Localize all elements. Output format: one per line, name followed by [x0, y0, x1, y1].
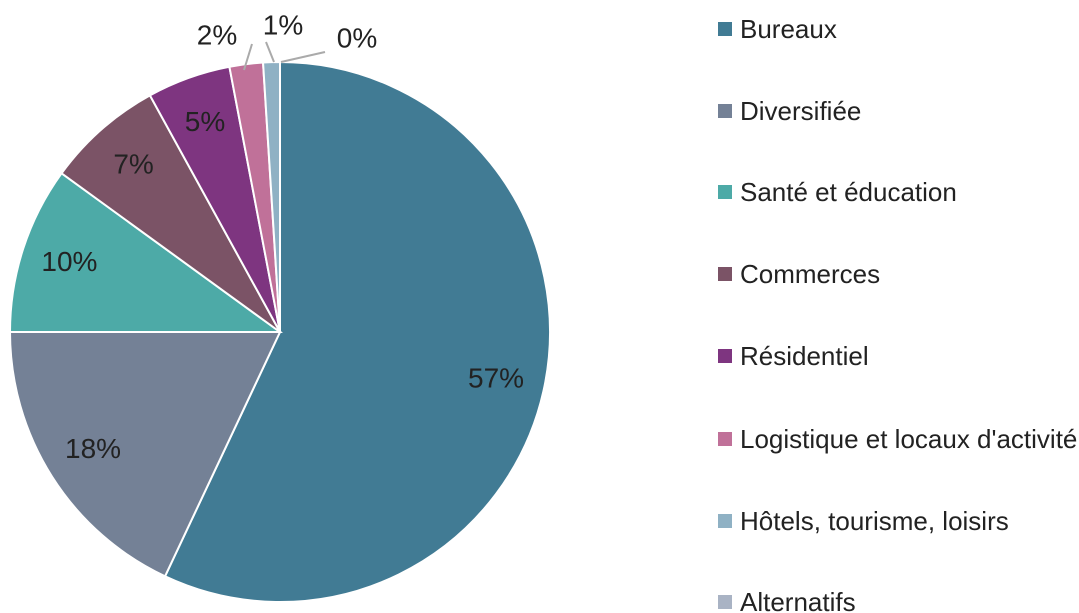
- legend-item: Hôtels, tourisme, loisirs: [718, 505, 1079, 538]
- legend-item: Logistique et locaux d'activité: [718, 423, 1079, 456]
- legend-item: Diversifiée: [718, 95, 1079, 128]
- data-label: 57%: [468, 363, 524, 394]
- legend-label: Commerces: [740, 259, 881, 289]
- legend-swatch: [718, 595, 732, 609]
- data-label: 0%: [337, 22, 377, 53]
- data-label: 10%: [41, 246, 97, 277]
- pie-slice: [60, 94, 281, 333]
- legend-swatch: [718, 432, 732, 446]
- legend-label: Santé et éducation: [740, 177, 957, 207]
- leader-line: [280, 51, 326, 63]
- legend-swatch: [718, 22, 732, 36]
- pie-slice: [8, 331, 282, 578]
- legend-item: Bureaux: [718, 13, 1079, 46]
- leader-line: [243, 43, 253, 71]
- data-label: 7%: [113, 148, 153, 179]
- legend-swatch: [718, 349, 732, 363]
- legend-swatch: [718, 514, 732, 528]
- legend-label: Diversifiée: [740, 96, 862, 126]
- pie-slice: [8, 171, 284, 333]
- legend-item: Santé et éducation: [718, 176, 1079, 209]
- data-label: 18%: [65, 433, 121, 464]
- data-label: 5%: [185, 106, 225, 137]
- leader-line: [265, 41, 275, 63]
- legend-swatch: [718, 104, 732, 118]
- data-label: 2%: [197, 19, 237, 50]
- legend-item: Commerces: [718, 258, 1079, 291]
- pie-area: 57% 18% 10% 7% 5% 2% 1% 0%: [8, 9, 551, 603]
- legend-label: Résidentiel: [740, 341, 869, 371]
- legend-label: Hôtels, tourisme, loisirs: [740, 506, 1009, 536]
- pie-slice: [163, 60, 551, 603]
- legend-swatch: [718, 185, 732, 199]
- legend-item: Résidentiel: [718, 340, 1079, 373]
- legend-label: Alternatifs: [740, 587, 856, 613]
- legend-swatch: [718, 267, 732, 281]
- legend-item: Alternatifs: [718, 586, 1079, 613]
- legend-label: Bureaux: [740, 14, 837, 44]
- data-label: 1%: [263, 9, 303, 40]
- legend-label: Logistique et locaux d'activité: [740, 424, 1078, 454]
